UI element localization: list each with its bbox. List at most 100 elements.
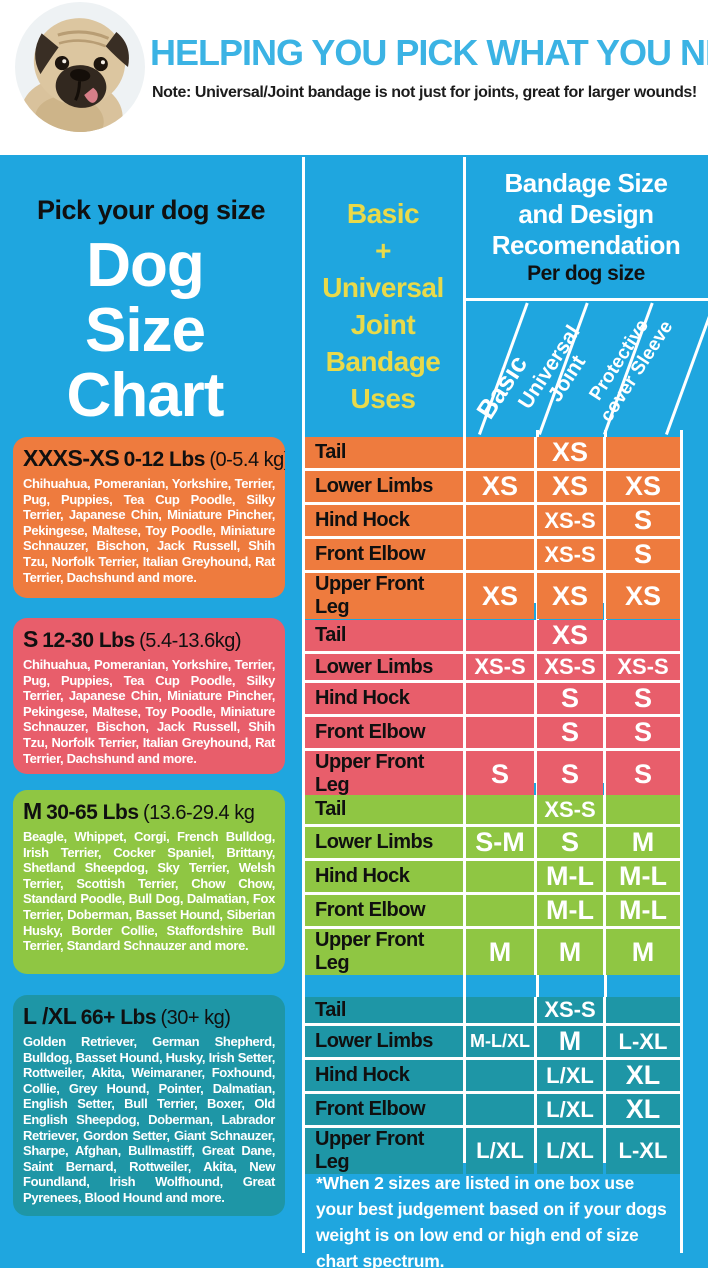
breed-box-l-xl: L /XL 66+ Lbs (30+ kg) Golden Retriever,… <box>13 995 285 1216</box>
row-label: Upper Front Leg <box>305 573 463 619</box>
size-table-s: Tail XS Lower Limbs XS-S XS-S XS-S Hind … <box>305 620 680 797</box>
size-value-protective: M <box>606 827 680 858</box>
size-value-protective: XL <box>606 1094 680 1125</box>
row-label: Front Elbow <box>305 1094 463 1125</box>
size-label: S <box>23 626 38 652</box>
size-range-heading: S 12-30 Lbs (5.4-13.6kg) <box>23 626 275 653</box>
size-value-universal: XS <box>537 620 603 651</box>
footnote: *When 2 sizes are listed in one box use … <box>316 1173 667 1268</box>
reco-line: Recomendation <box>491 230 681 260</box>
uses-line: Basic <box>346 198 420 229</box>
size-label: M <box>23 798 42 824</box>
size-value-basic <box>466 795 534 824</box>
size-value-basic: S-M <box>466 827 534 858</box>
reco-line: Bandage Size <box>504 168 668 198</box>
row-label: Lower Limbs <box>305 1026 463 1057</box>
size-value-universal: S <box>537 683 603 714</box>
row-label: Hind Hock <box>305 1060 463 1091</box>
row-label: Lower Limbs <box>305 654 463 680</box>
table-row: Hind Hock XS-S S <box>305 505 680 536</box>
size-value-universal: XS <box>537 573 603 619</box>
size-value-basic <box>466 997 534 1023</box>
row-label: Front Elbow <box>305 539 463 570</box>
size-value-protective: XS <box>606 471 680 502</box>
table-row: Hind Hock S S <box>305 683 680 714</box>
weight-kg: (0-5.4 kg) <box>209 449 285 471</box>
size-value-basic: S <box>466 751 534 797</box>
recommendation-header: Bandage Size and Design Recomendation Pe… <box>464 168 708 287</box>
table-row: Upper Front Leg XS XS XS <box>305 573 680 619</box>
pug-photo-icon <box>14 1 146 139</box>
weight-lbs: 0-12 Lbs <box>123 448 206 471</box>
size-value-basic <box>466 539 534 570</box>
table-row: Front Elbow M-L M-L <box>305 895 680 926</box>
size-range-heading: XXXS-XS 0-12 Lbs (0-5.4 kg) <box>23 445 285 472</box>
size-range-heading: M 30-65 Lbs (13.6-29.4 kg <box>23 798 275 825</box>
size-value-universal: S <box>537 751 603 797</box>
uses-column-header: Basic + Universal Joint Bandage Uses <box>303 195 463 417</box>
size-value-protective: XS-S <box>606 654 680 680</box>
row-label: Hind Hock <box>305 683 463 714</box>
table-row: Front Elbow S S <box>305 717 680 748</box>
size-value-universal: XS <box>537 471 603 502</box>
size-value-universal: XS-S <box>537 539 603 570</box>
weight-lbs: 30-65 Lbs <box>46 801 139 824</box>
size-value-universal: L/XL <box>537 1060 603 1091</box>
pick-your-dog-size-label: Pick your dog size <box>36 195 266 225</box>
weight-lbs: 12-30 Lbs <box>42 629 135 652</box>
size-value-basic <box>466 717 534 748</box>
size-value-universal: M-L <box>537 861 603 892</box>
breed-list: Chihuahua, Pomeranian, Yorkshire, Terrie… <box>23 657 275 766</box>
row-label: Hind Hock <box>305 505 463 536</box>
size-value-protective: L-XL <box>606 1026 680 1057</box>
size-value-protective: S <box>606 683 680 714</box>
size-value-universal: L/XL <box>537 1128 603 1174</box>
grid-line-left <box>302 157 305 1253</box>
table-row: Lower Limbs M-L/XL M L-XL <box>305 1026 680 1057</box>
size-value-universal: XS-S <box>537 654 603 680</box>
size-value-protective: M <box>606 929 680 975</box>
size-value-basic: XS-S <box>466 654 534 680</box>
breed-list: Chihuahua, Pomeranian, Yorkshire, Terrie… <box>23 476 275 585</box>
uses-line: Joint <box>350 309 416 340</box>
column-header-protective-cover-sleeve: Protective cover Sleeve <box>579 306 677 426</box>
table-row: Upper Front Leg L/XL L/XL L-XL <box>305 1128 680 1174</box>
size-value-universal: XS-S <box>537 997 603 1023</box>
size-value-universal: XS-S <box>537 505 603 536</box>
table-row: Hind Hock M-L M-L <box>305 861 680 892</box>
size-value-protective: M-L <box>606 895 680 926</box>
grid-line-under-reco-header <box>463 298 708 301</box>
table-row: Front Elbow L/XL XL <box>305 1094 680 1125</box>
table-row: Tail XS-S <box>305 795 680 824</box>
weight-kg: (13.6-29.4 kg <box>142 802 255 824</box>
table-row: Front Elbow XS-S S <box>305 539 680 570</box>
size-range-heading: L /XL 66+ Lbs (30+ kg) <box>23 1003 275 1030</box>
size-value-protective: S <box>606 751 680 797</box>
size-value-protective: S <box>606 539 680 570</box>
row-label: Hind Hock <box>305 861 463 892</box>
row-label: Front Elbow <box>305 895 463 926</box>
size-value-protective <box>606 437 680 468</box>
reco-line: and Design <box>518 199 654 229</box>
size-value-universal: M <box>537 929 603 975</box>
breed-list: Beagle, Whippet, Corgi, French Bulldog, … <box>23 829 275 954</box>
size-value-universal: XS <box>537 437 603 468</box>
weight-lbs: 66+ Lbs <box>80 1006 157 1029</box>
size-value-protective: L-XL <box>606 1128 680 1174</box>
size-value-basic: XS <box>466 471 534 502</box>
uses-line: Bandage <box>325 346 441 377</box>
size-value-basic: L/XL <box>466 1128 534 1174</box>
size-value-protective: M-L <box>606 861 680 892</box>
uses-line: + <box>375 235 391 266</box>
per-dog-size-label: Per dog size <box>527 262 645 285</box>
size-value-basic <box>466 1060 534 1091</box>
dog-size-chart-title: Dog Size Chart <box>0 233 290 428</box>
row-label: Tail <box>305 620 463 651</box>
size-value-universal: M <box>537 1026 603 1057</box>
weight-kg: (30+ kg) <box>160 1007 231 1029</box>
size-value-protective <box>606 997 680 1023</box>
size-value-basic <box>466 683 534 714</box>
row-label: Tail <box>305 795 463 824</box>
page-title: HELPING YOU PICK WHAT YOU NEED <box>150 32 708 73</box>
